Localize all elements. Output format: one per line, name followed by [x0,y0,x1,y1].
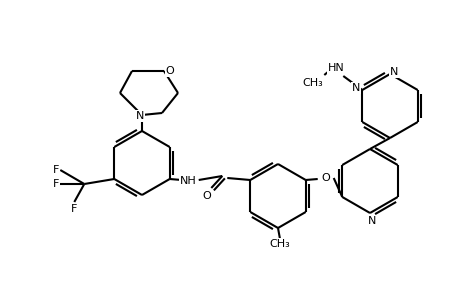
Text: NH: NH [180,176,197,186]
Text: N: N [390,67,398,77]
Text: O: O [321,173,330,183]
Text: F: F [53,179,60,189]
Text: HN: HN [328,63,345,73]
Text: O: O [166,66,174,76]
Text: N: N [368,216,376,226]
Text: F: F [71,204,78,214]
Text: CH₃: CH₃ [270,239,290,249]
Text: N: N [136,111,144,121]
Text: N: N [352,83,360,93]
Text: O: O [202,191,211,201]
Text: CH₃: CH₃ [302,78,323,88]
Text: F: F [53,165,60,175]
